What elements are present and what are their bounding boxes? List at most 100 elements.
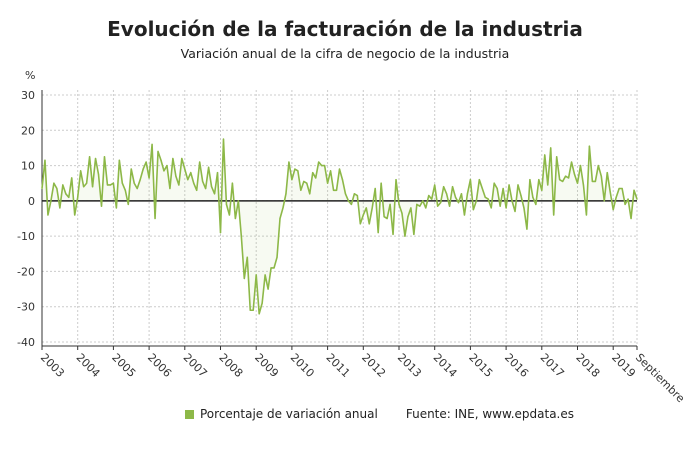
data-point: [261, 302, 263, 304]
data-point: [178, 184, 180, 186]
data-point: [594, 180, 596, 183]
x-tick-label: 2015: [466, 351, 495, 380]
source-note: Fuente: INE, www.epdata.es: [405, 407, 574, 421]
data-point: [335, 189, 338, 191]
data-point: [419, 205, 421, 207]
data-point: [621, 187, 623, 190]
y-unit-label: %: [25, 69, 35, 82]
data-point: [502, 187, 504, 190]
data-point: [160, 159, 162, 161]
data-point: [496, 187, 498, 190]
data-point: [428, 194, 430, 197]
data-point: [446, 193, 448, 195]
data-point: [440, 202, 442, 204]
data-point: [237, 200, 239, 202]
data-point: [205, 187, 207, 190]
data-point: [386, 217, 388, 220]
data-point: [109, 184, 112, 186]
data-point: [407, 216, 409, 218]
data-point: [618, 187, 620, 190]
data-point: [279, 217, 281, 220]
data-point: [199, 161, 201, 163]
data-point: [41, 187, 43, 190]
data-point: [332, 189, 335, 191]
data-point: [353, 193, 355, 195]
data-point: [169, 187, 171, 190]
y-tick-label: -20: [17, 265, 35, 278]
x-tick-label: 2005: [109, 351, 138, 380]
data-point: [448, 205, 451, 207]
x-tick-label: 2009: [252, 351, 281, 380]
x-tick-label: 2012: [359, 351, 388, 380]
data-point: [508, 184, 510, 186]
data-point: [526, 228, 528, 230]
data-point: [529, 179, 531, 181]
data-point: [202, 180, 204, 183]
data-point: [106, 184, 109, 186]
data-point: [517, 184, 519, 186]
x-tick-label: 2013: [395, 351, 424, 380]
data-point: [291, 179, 293, 181]
data-point: [196, 189, 198, 191]
data-point: [324, 164, 326, 167]
data-point: [463, 214, 466, 216]
data-point: [190, 172, 192, 174]
data-point: [148, 177, 150, 179]
data-point: [478, 179, 480, 181]
data-point: [187, 179, 189, 181]
data-point: [368, 223, 370, 225]
x-tick-label: 2011: [323, 351, 352, 380]
data-point: [481, 187, 483, 190]
data-point: [636, 198, 638, 200]
data-point: [591, 180, 593, 183]
data-point: [267, 288, 269, 290]
data-point: [469, 179, 471, 181]
data-point: [213, 193, 216, 195]
data-point: [550, 147, 552, 149]
data-point: [514, 210, 516, 213]
data-point: [499, 205, 501, 207]
data-point: [184, 168, 186, 170]
x-tick-label: 2017: [538, 351, 567, 380]
data-point: [392, 233, 394, 235]
data-point: [65, 193, 67, 195]
data-point: [398, 203, 400, 205]
data-point: [475, 200, 477, 202]
x-tick-label: 2003: [38, 351, 67, 380]
x-tick-label: 2008: [216, 351, 245, 380]
data-point: [437, 205, 439, 207]
data-point: [157, 150, 159, 153]
data-point: [579, 164, 582, 167]
data-point: [600, 175, 602, 177]
data-point: [252, 309, 254, 311]
data-point: [576, 182, 579, 184]
data-point: [562, 180, 564, 183]
data-point: [91, 186, 94, 188]
data-point: [416, 203, 418, 205]
x-tick-label: 2007: [181, 351, 210, 380]
data-point: [151, 143, 153, 145]
data-point: [100, 205, 103, 207]
data-point: [582, 184, 585, 186]
data-point: [472, 209, 474, 211]
data-point: [288, 161, 290, 163]
data-point: [350, 203, 352, 205]
data-point: [318, 161, 320, 163]
data-point: [466, 193, 469, 195]
chart-title: Evolución de la facturación de la indust…: [107, 17, 583, 41]
data-point: [133, 182, 135, 184]
data-point: [62, 184, 64, 186]
data-point: [240, 235, 242, 237]
data-point: [50, 200, 52, 202]
data-point: [389, 203, 391, 205]
data-point: [175, 175, 177, 177]
series-area: [42, 139, 637, 314]
data-point: [597, 164, 599, 167]
data-point: [258, 313, 260, 315]
data-point: [225, 203, 228, 205]
data-point: [210, 186, 213, 188]
data-point: [59, 207, 61, 209]
data-point: [532, 196, 534, 198]
data-point: [422, 200, 424, 202]
data-point: [315, 177, 317, 179]
